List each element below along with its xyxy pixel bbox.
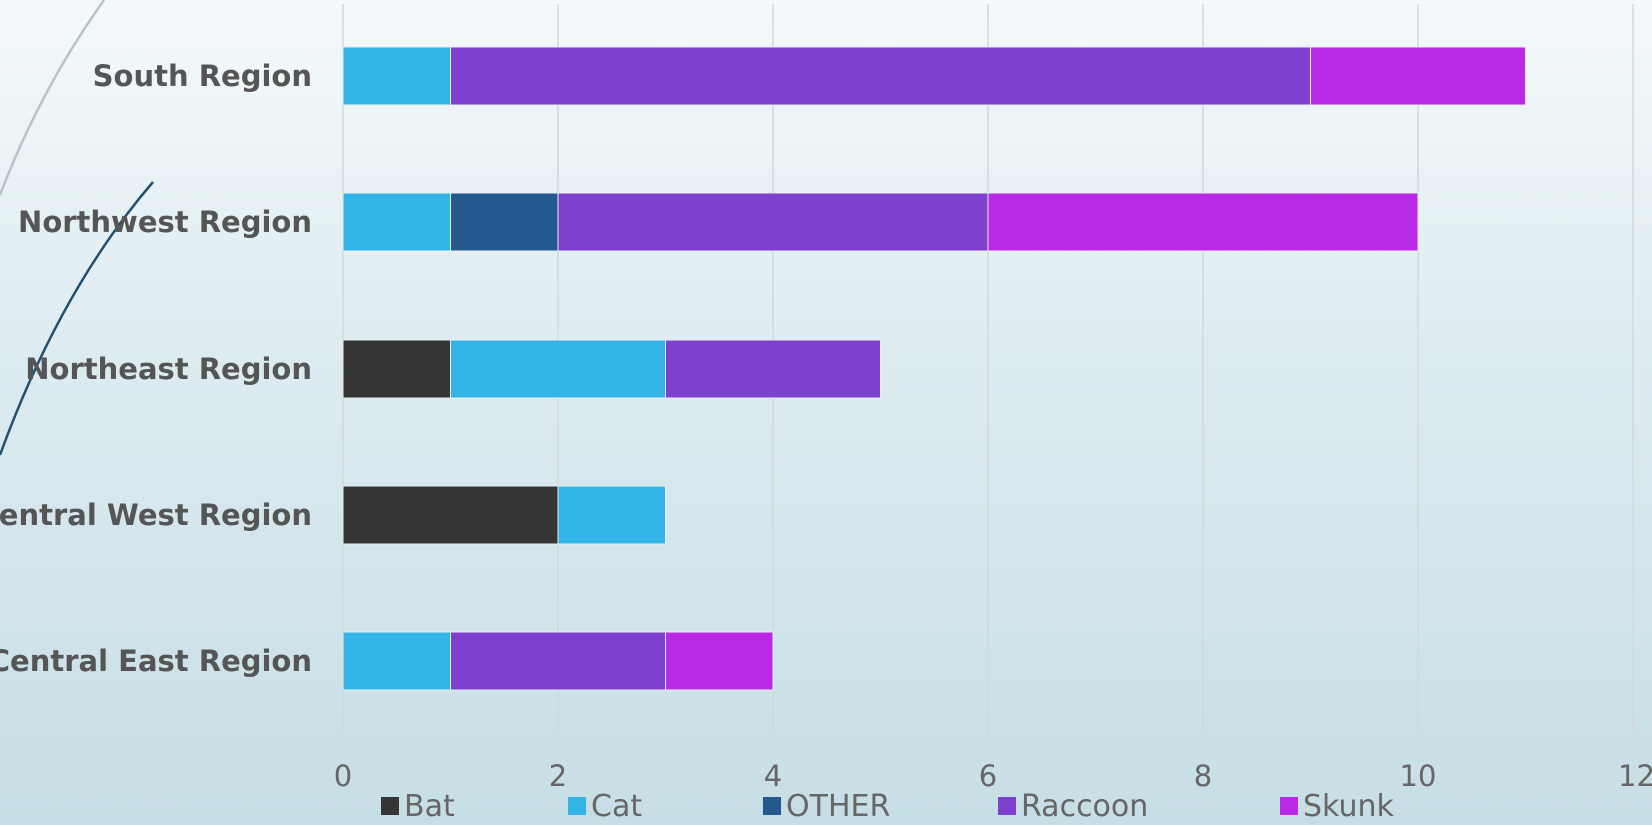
bar-cat-central-west-region: [557, 485, 666, 545]
legend-swatch-skunk: [1280, 797, 1298, 815]
category-label: Central East Region: [0, 644, 312, 678]
category-label: Northeast Region: [25, 352, 312, 386]
bar-bat-central-west-region: [342, 485, 559, 545]
bar-raccoon-northeast-region: [665, 339, 881, 399]
bar-cat-northwest-region: [342, 192, 451, 252]
legend-label-other: OTHER: [786, 789, 890, 824]
legend-label-raccoon: Raccoon: [1021, 789, 1148, 824]
category-label: Northwest Region: [18, 205, 312, 239]
legend-label-skunk: Skunk: [1303, 789, 1395, 824]
bar-bat-northeast-region: [342, 339, 451, 399]
bar-cat-south-region: [342, 46, 451, 106]
legend-swatch-cat: [568, 797, 586, 815]
legend-swatch-raccoon: [998, 797, 1016, 815]
x-tick-label: 6: [979, 759, 997, 793]
bar-raccoon-south-region: [450, 46, 1311, 106]
x-tick-label: 2: [549, 759, 567, 793]
x-axis-tick-labels: 0 2 4 6 8 10 12: [334, 759, 1652, 793]
legend-label-bat: Bat: [404, 789, 455, 824]
bar-raccoon-northwest-region: [557, 192, 989, 252]
legend-swatch-bat: [381, 797, 399, 815]
legend-swatch-other: [763, 797, 781, 815]
bar-raccoon-central-east-region: [450, 631, 666, 691]
bar-cat-central-east-region: [342, 631, 451, 691]
legend-label-cat: Cat: [591, 789, 642, 824]
legend: Bat Cat OTHER Raccoon Skunk: [381, 789, 1395, 824]
bar-skunk-northwest-region: [987, 192, 1419, 252]
x-tick-label: 0: [334, 759, 352, 793]
bar-cat-northeast-region: [450, 339, 666, 399]
x-tick-label: 12: [1618, 759, 1652, 793]
bar-skunk-south-region: [1310, 46, 1526, 106]
x-tick-label: 8: [1194, 759, 1212, 793]
category-label: Central West Region: [0, 498, 312, 532]
decorative-curve-light: [0, 0, 106, 196]
decorative-curves: [0, 0, 154, 456]
category-labels: South Region Northwest Region Northeast Re…: [0, 59, 312, 678]
x-tick-label: 10: [1400, 759, 1437, 793]
bar-other-northwest-region: [450, 192, 559, 252]
bars: [342, 46, 1526, 691]
x-tick-label: 4: [764, 759, 782, 793]
category-label: South Region: [93, 59, 312, 93]
decorative-curve-dark: [0, 181, 154, 456]
bar-skunk-central-east-region: [665, 631, 774, 691]
